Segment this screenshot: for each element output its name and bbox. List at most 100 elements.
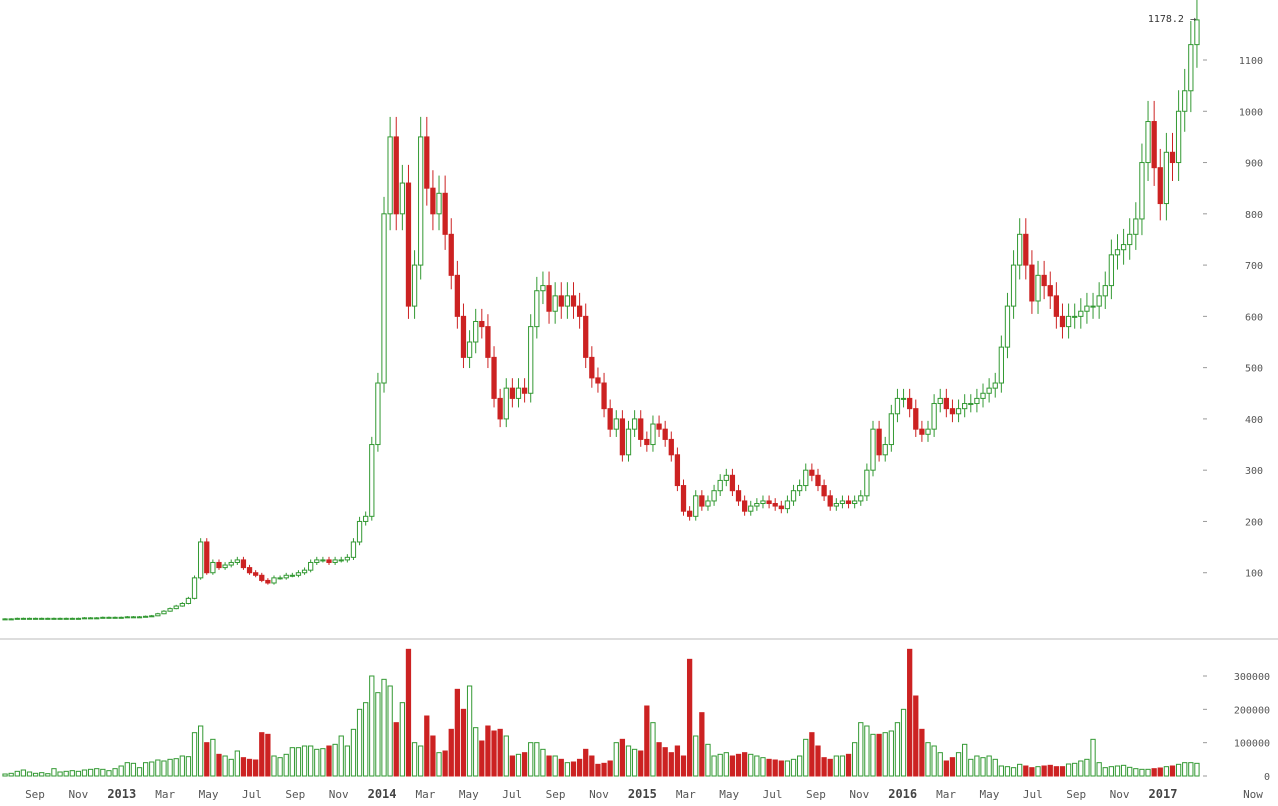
- volume-bar-up: [723, 752, 729, 777]
- volume-bar-down: [246, 758, 253, 777]
- time-tick-label: Mar: [155, 788, 175, 801]
- time-tick-label: Nov: [849, 788, 869, 801]
- candle-up: [882, 444, 888, 456]
- volume-bar-up: [534, 742, 540, 777]
- volume-bar-up: [1182, 762, 1188, 777]
- candle-up: [1182, 90, 1188, 112]
- volume-bar-up: [1017, 763, 1023, 777]
- price-axis: 100 200 300 400 500 600 700 800 900 1000 1100: [1203, 56, 1263, 580]
- volume-bar-up: [717, 753, 723, 777]
- candle-down: [778, 505, 784, 510]
- candle-down: [589, 356, 595, 379]
- candle-up: [1078, 310, 1084, 317]
- candle-up: [375, 382, 381, 446]
- time-tick-label: Mar: [416, 788, 436, 801]
- volume-bar-up: [436, 752, 442, 777]
- volume-bar-down: [772, 759, 778, 777]
- volume-bar-up: [503, 735, 509, 777]
- volume-bar-down: [485, 725, 491, 777]
- candle-up: [356, 520, 363, 543]
- volume-bar-down: [674, 745, 681, 777]
- volume-bar-down: [583, 748, 589, 777]
- volume-bar-up: [473, 727, 479, 777]
- volume-bar-up: [540, 748, 546, 777]
- volume-bar-up: [338, 735, 344, 777]
- candle-down: [393, 136, 399, 215]
- candle-up: [540, 285, 546, 292]
- candle-up: [760, 500, 766, 505]
- candle-up: [1145, 121, 1151, 164]
- candle-down: [424, 136, 430, 189]
- candle-up: [1188, 44, 1194, 92]
- candle-up: [1084, 305, 1090, 312]
- candle-down: [656, 423, 662, 430]
- volume-bar-down: [919, 728, 925, 777]
- volume-bar-up: [142, 762, 149, 777]
- candle-up: [852, 500, 858, 505]
- volume-bar-up: [1096, 762, 1102, 777]
- candle-up: [1108, 254, 1115, 287]
- candle-up: [931, 403, 937, 430]
- candle-up: [631, 418, 638, 430]
- candle-up: [142, 615, 149, 618]
- volume-bar-up: [1145, 768, 1151, 777]
- volume-bar-down: [216, 753, 222, 777]
- volume-bar-up: [968, 758, 974, 777]
- time-tick-label: Jul: [1023, 788, 1043, 801]
- volume-bar-up: [332, 743, 338, 777]
- candle-up: [705, 500, 711, 507]
- candle-up: [797, 485, 803, 492]
- volume-bar-down: [326, 745, 332, 777]
- candle-up: [350, 541, 357, 558]
- volume-bar-up: [833, 755, 839, 777]
- volume-bar-up: [864, 725, 870, 777]
- candle-up: [277, 577, 283, 580]
- volume-bar-down: [1041, 765, 1047, 777]
- candle-up: [155, 613, 161, 617]
- volume-bar-up: [112, 768, 118, 777]
- volume-bar-up: [839, 755, 846, 777]
- candle-up: [790, 490, 797, 502]
- volume-bar-up: [1188, 762, 1194, 777]
- candle-up: [986, 387, 992, 394]
- volume-bar-up: [369, 675, 375, 777]
- volume-bar-down: [393, 722, 399, 777]
- volume-bar-down: [454, 688, 461, 777]
- candle-down: [913, 408, 919, 430]
- time-tick-year-label: 2015: [628, 787, 657, 801]
- volume-bar-up: [118, 765, 124, 777]
- volume-bar-down: [601, 762, 607, 777]
- price-candles: [2, 0, 1200, 621]
- candle-down: [491, 356, 497, 399]
- volume-bar-down: [778, 760, 784, 777]
- volume-bar-up: [1120, 764, 1127, 777]
- volume-bar-down: [1169, 765, 1176, 777]
- volume-bar-up: [1102, 767, 1108, 777]
- price-tick-label: 600: [1245, 312, 1263, 323]
- candle-up: [564, 295, 571, 307]
- volume-bar-down: [595, 763, 601, 777]
- candle-up: [20, 617, 27, 620]
- volume-bar-up: [1004, 766, 1011, 777]
- volume-bar-down: [644, 705, 650, 777]
- candle-down: [558, 295, 564, 307]
- candle-up: [14, 617, 20, 620]
- volume-bar-up: [998, 765, 1004, 777]
- volume-bar-up: [106, 770, 112, 777]
- volume-bar-up: [234, 750, 240, 777]
- volume-bar-up: [894, 722, 901, 777]
- candle-down: [460, 315, 467, 358]
- candle-up: [894, 397, 901, 415]
- candle-up: [723, 474, 729, 481]
- candle-up: [399, 182, 405, 215]
- candle-up: [1127, 233, 1133, 246]
- volume-bar-up: [155, 759, 161, 777]
- volume-bar-up: [124, 762, 130, 777]
- candle-up: [754, 503, 760, 507]
- volume-bar-down: [1151, 768, 1157, 777]
- volume-bar-up: [75, 770, 82, 777]
- volume-bar-up: [852, 742, 858, 777]
- volume-bar-down: [253, 759, 259, 777]
- time-tick-label: Jul: [502, 788, 522, 801]
- candle-up: [411, 264, 418, 307]
